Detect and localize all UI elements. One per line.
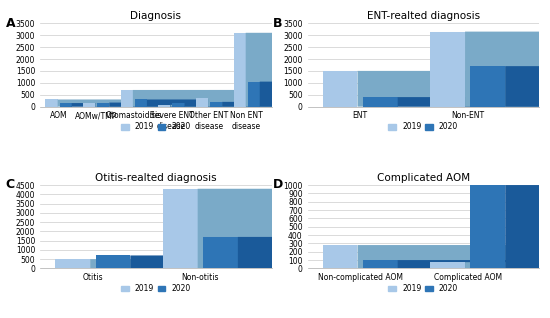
- Title: Diagnosis: Diagnosis: [130, 11, 182, 21]
- Polygon shape: [323, 71, 358, 107]
- Polygon shape: [363, 260, 398, 268]
- Polygon shape: [505, 66, 550, 107]
- Polygon shape: [260, 81, 526, 107]
- Polygon shape: [170, 105, 436, 107]
- Polygon shape: [398, 97, 550, 107]
- Polygon shape: [465, 31, 550, 107]
- Polygon shape: [196, 98, 208, 107]
- Polygon shape: [203, 237, 238, 268]
- Polygon shape: [96, 255, 130, 268]
- Polygon shape: [398, 260, 550, 268]
- Polygon shape: [158, 105, 170, 107]
- Polygon shape: [90, 259, 550, 268]
- Polygon shape: [97, 103, 109, 107]
- Polygon shape: [56, 259, 90, 268]
- Polygon shape: [172, 103, 185, 107]
- Polygon shape: [120, 90, 133, 107]
- Polygon shape: [470, 185, 505, 268]
- Polygon shape: [210, 102, 222, 107]
- Legend: 2019, 2020: 2019, 2020: [385, 119, 461, 135]
- Polygon shape: [95, 103, 361, 107]
- Polygon shape: [358, 71, 550, 107]
- Polygon shape: [323, 245, 358, 268]
- Polygon shape: [470, 66, 505, 107]
- Title: Complicated AOM: Complicated AOM: [377, 173, 470, 183]
- Text: B: B: [273, 17, 282, 30]
- Polygon shape: [135, 100, 147, 107]
- Polygon shape: [58, 100, 323, 107]
- Polygon shape: [59, 103, 72, 107]
- Polygon shape: [505, 185, 550, 268]
- Text: A: A: [6, 17, 15, 30]
- Text: C: C: [6, 178, 15, 191]
- Polygon shape: [222, 102, 488, 107]
- Polygon shape: [246, 33, 512, 107]
- Polygon shape: [208, 98, 474, 107]
- Title: Otitis-realted diagnosis: Otitis-realted diagnosis: [95, 173, 217, 183]
- Title: ENT-realted diagnosis: ENT-realted diagnosis: [367, 11, 480, 21]
- Polygon shape: [363, 97, 398, 107]
- Polygon shape: [248, 82, 260, 107]
- Polygon shape: [238, 237, 550, 268]
- Polygon shape: [147, 100, 413, 107]
- Legend: 2019, 2020: 2019, 2020: [385, 281, 461, 296]
- Polygon shape: [133, 90, 399, 107]
- Polygon shape: [197, 189, 550, 268]
- Legend: 2019, 2020: 2019, 2020: [118, 119, 194, 135]
- Text: D: D: [273, 178, 283, 191]
- Polygon shape: [72, 103, 338, 107]
- Polygon shape: [234, 33, 246, 107]
- Polygon shape: [46, 100, 58, 107]
- Polygon shape: [185, 103, 450, 107]
- Polygon shape: [465, 262, 550, 268]
- Legend: 2019, 2020: 2019, 2020: [118, 281, 194, 296]
- Polygon shape: [430, 31, 465, 107]
- Polygon shape: [109, 102, 375, 107]
- Polygon shape: [130, 255, 550, 268]
- Polygon shape: [358, 245, 550, 268]
- Polygon shape: [430, 262, 465, 268]
- Polygon shape: [83, 103, 95, 107]
- Polygon shape: [163, 189, 197, 268]
